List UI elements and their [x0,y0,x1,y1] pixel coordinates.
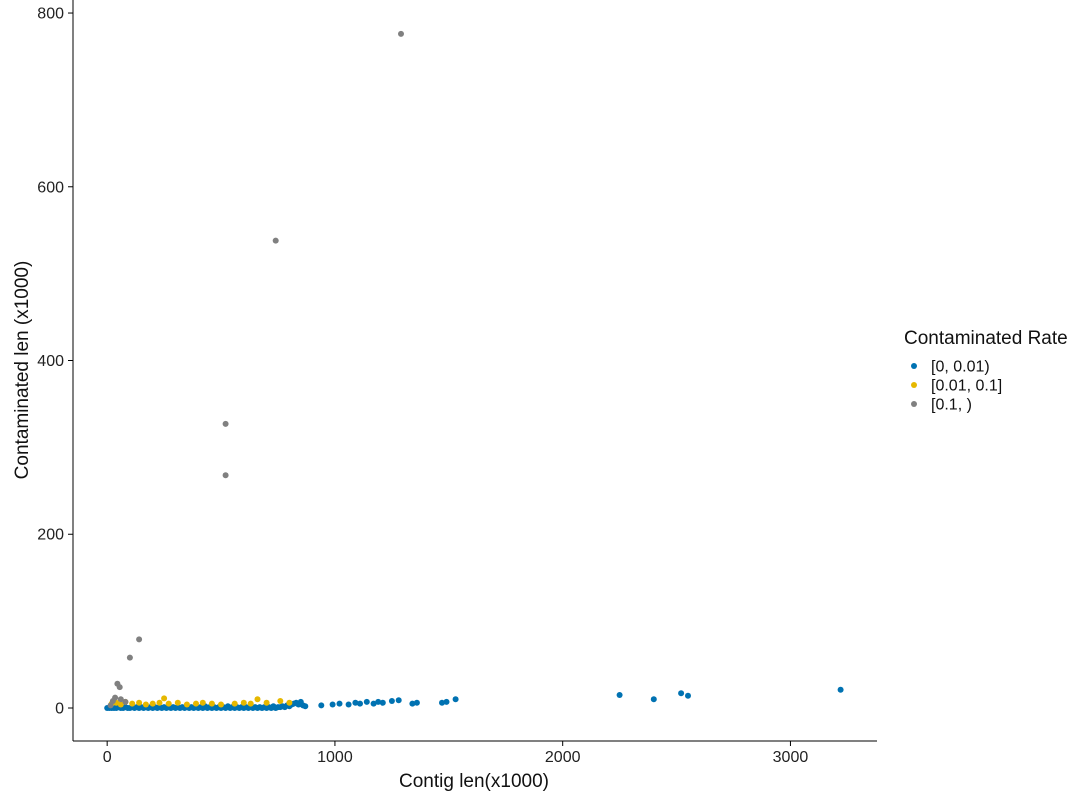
data-point-series-2 [254,696,261,703]
data-point-series-1 [352,699,359,706]
legend-items: [0, 0.01) [0.01, 0.1] [0.1, ) [911,359,1002,414]
data-point-series-2 [174,699,181,706]
data-point-series-2 [193,700,199,707]
x-tick-label: 3000 [773,749,809,766]
legend-key-3 [911,401,917,407]
data-point-series-3 [122,698,129,705]
data-point-series-1 [370,700,377,707]
data-point-series-1 [685,692,691,699]
data-point-series-2 [117,701,124,708]
data-point-series-1 [616,692,623,698]
legend-label-2: [0.01, 0.1] [931,378,1002,395]
legend-key-2 [911,382,917,388]
data-point-series-1 [837,686,844,693]
y-axis-ticks: 0 200 400 600 800 [37,6,73,717]
data-point-series-1 [336,700,343,707]
data-point-series-1 [413,699,420,706]
data-point-series-2 [218,701,224,708]
y-axis-title: Contaminated len (x1000) [12,261,33,480]
data-point-series-3 [272,237,279,244]
data-point-series-1 [439,699,445,706]
data-point-series-1 [302,703,309,710]
data-point-series-2 [286,699,293,706]
y-tick-label: 0 [55,700,64,717]
data-point-series-2 [183,701,190,708]
y-tick-label: 200 [37,527,64,544]
data-point-series-1 [650,696,657,703]
data-point-series-3 [112,694,119,701]
legend: Contaminated Rate [0, 0.01)[0.01, 0.1][0… [904,328,1068,414]
x-tick-label: 1000 [317,749,353,766]
data-point-series-2 [165,700,172,707]
data-point-series-1 [443,698,450,705]
data-point-series-3 [117,696,124,703]
data-point-series-3 [222,472,229,479]
data-point-series-1 [363,698,370,705]
data-point-series-1 [678,690,685,697]
x-tick-label: 0 [103,749,112,766]
data-point-series-2 [247,700,254,707]
data-point-series-1 [409,700,416,707]
data-point-series-2 [263,699,270,706]
data-point-series-1 [388,698,395,704]
data-point-series-1 [452,696,459,703]
x-axis-ticks: 0 1000 2000 3000 [103,741,809,766]
data-point-series-1 [345,701,352,708]
data-point-series-1 [357,700,363,707]
y-tick-label: 600 [37,179,64,196]
data-point-series-1 [318,702,325,709]
data-point-series-2 [129,700,136,707]
y-tick-label: 400 [37,353,64,370]
y-tick-label: 800 [37,6,64,23]
data-points [104,30,844,711]
legend-key-1 [911,363,917,369]
data-point-series-2 [199,699,206,706]
x-axis-title: Contig len(x1000) [399,771,549,791]
data-point-series-2 [156,699,163,706]
legend-title: Contaminated Rate [904,328,1068,349]
data-point-series-1 [395,697,402,704]
data-point-series-2 [142,701,149,708]
x-tick-label: 2000 [545,749,581,766]
data-point-series-1 [375,698,382,705]
data-point-series-2 [161,695,168,702]
data-point-series-3 [222,420,229,427]
data-point-series-3 [136,636,143,643]
data-point-series-2 [208,700,215,707]
data-point-series-3 [116,684,123,691]
data-point-series-2 [149,700,156,707]
data-point-series-3 [398,30,404,37]
data-point-series-3 [126,654,133,661]
data-point-series-3 [107,702,114,709]
data-point-series-2 [277,698,284,704]
legend-label-3: [0.1, ) [931,397,972,414]
data-point-series-2 [231,700,238,707]
data-point-series-1 [329,701,336,708]
data-point-series-2 [136,699,143,706]
data-point-series-2 [240,699,247,706]
data-point-series-1 [379,699,386,706]
legend-label-1: [0, 0.01) [931,359,990,376]
